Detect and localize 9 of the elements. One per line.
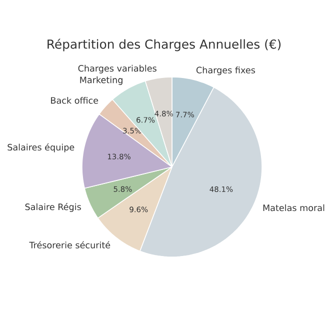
slice-label: Back office [51,96,98,104]
slice-label: Charges fixes [196,66,256,76]
slice-label: Salaire Régis [25,203,81,212]
slice-label: Trésorerie sécurité [29,241,110,248]
slice-label: Matelas moral [263,204,324,212]
chart-title: Répartition des Charges Annuelles (€) [48,38,281,52]
slice-label: Charges variables [78,64,156,74]
slice-label: Marketing [80,76,122,85]
slice-label: Salaires équipe [8,143,74,152]
